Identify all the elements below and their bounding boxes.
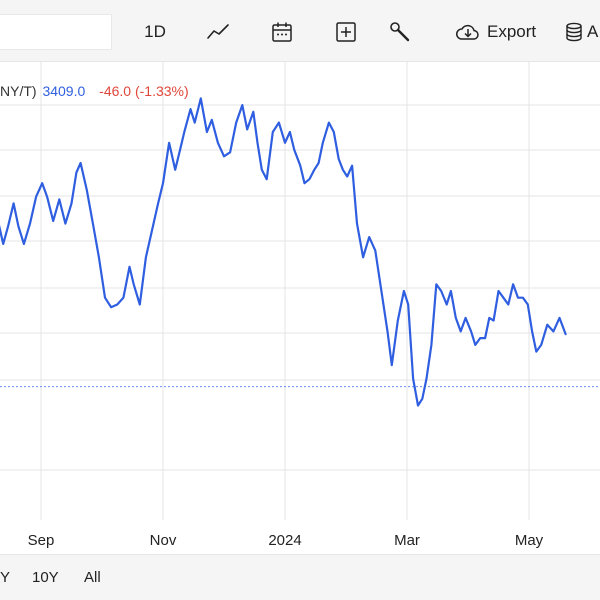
- drawing-tools-button[interactable]: [382, 14, 418, 50]
- price-chart[interactable]: Sep Nov 2024 Mar May: [0, 62, 600, 554]
- vertical-gridlines: [40, 62, 530, 520]
- calendar-button[interactable]: [264, 14, 300, 50]
- x-tick-label: Nov: [150, 532, 177, 549]
- export-label: Export: [487, 22, 537, 41]
- last-price: 3409.0: [42, 83, 86, 99]
- data-button[interactable]: A: [565, 14, 600, 50]
- export-button[interactable]: Export: [455, 14, 545, 50]
- range-button-10y[interactable]: 10Y: [32, 569, 59, 586]
- x-tick-label: 2024: [268, 532, 301, 549]
- symbol-search-input[interactable]: [0, 14, 112, 50]
- range-button-all[interactable]: All: [84, 569, 101, 586]
- interval-label: 1D: [144, 22, 166, 41]
- database-icon: [565, 22, 583, 42]
- symbol-label: NY/T): [0, 83, 37, 99]
- price-legend: NY/T) 3409.0 -46.0 (-1.33%): [0, 83, 189, 99]
- price-change: -46.0 (-1.33%): [99, 83, 189, 99]
- chart-toolbar: 1D Export A: [0, 0, 600, 62]
- x-tick-label: Sep: [28, 532, 55, 549]
- line-chart-icon: [206, 23, 230, 41]
- plus-square-icon: [335, 21, 357, 43]
- range-button-1y[interactable]: Y: [0, 569, 11, 586]
- calendar-icon: [271, 21, 293, 43]
- chart-type-button[interactable]: [200, 14, 236, 50]
- interval-button[interactable]: 1D: [136, 14, 174, 50]
- time-range-bar: Y 10Y All: [0, 554, 600, 600]
- price-series-line: [0, 97, 567, 407]
- add-indicator-button[interactable]: [328, 14, 364, 50]
- x-axis-tick-labels: Sep Nov 2024 Mar May: [28, 532, 544, 549]
- horizontal-gridlines: [0, 104, 600, 471]
- data-label: A: [587, 22, 599, 41]
- wrench-icon: [389, 21, 411, 43]
- x-tick-label: May: [515, 532, 544, 549]
- x-tick-label: Mar: [394, 532, 420, 549]
- cloud-download-icon: [455, 23, 481, 41]
